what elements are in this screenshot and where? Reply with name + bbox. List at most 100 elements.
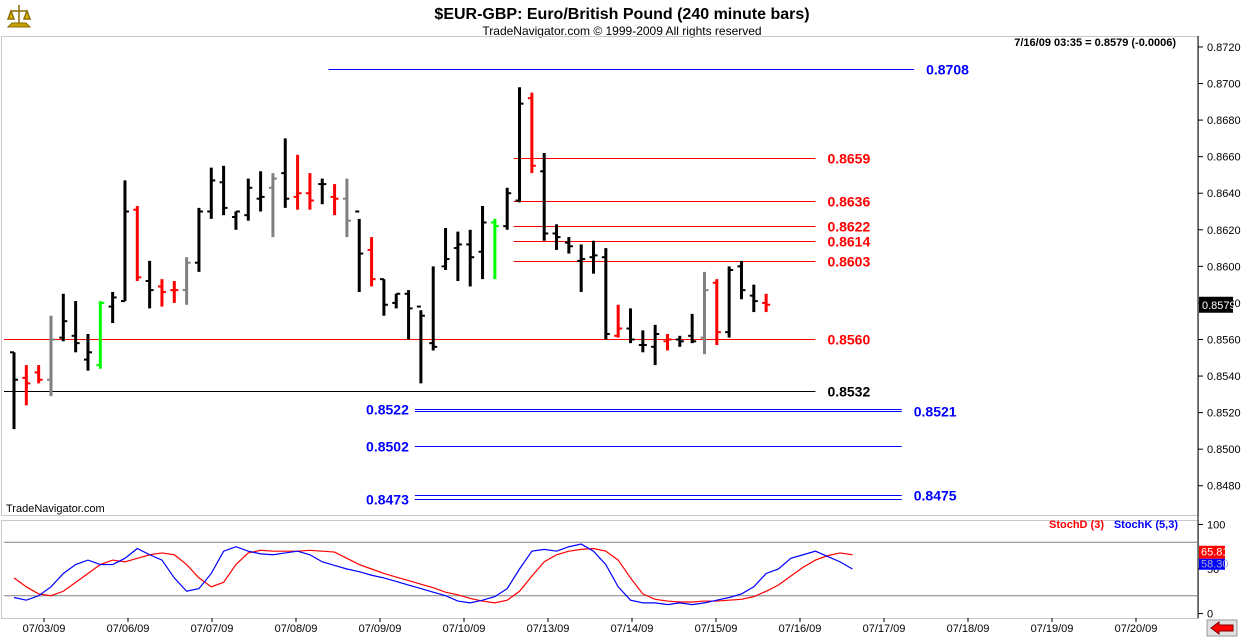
price-bar (145, 260, 154, 309)
price-bar (614, 304, 623, 338)
stoch-k-value: 58.30 (1201, 559, 1229, 571)
date-label: 07/13/09 (527, 623, 570, 635)
stoch-k-value-box (1199, 558, 1225, 570)
price-bar (120, 180, 129, 303)
level-label: 0.8622 (827, 219, 870, 235)
price-bar (552, 224, 561, 250)
price-tick-label: 0.8560 (1207, 334, 1241, 346)
date-label: 07/16/09 (779, 623, 822, 635)
price-tick-label: 0.8520 (1207, 408, 1241, 420)
price-tick-label: 0.8540 (1207, 371, 1241, 383)
price-bar (638, 330, 647, 353)
stoch-d-value: 65.81 (1201, 547, 1229, 559)
date-label: 07/14/09 (611, 623, 654, 635)
logo-scale (6, 5, 32, 23)
price-bar (330, 184, 339, 216)
price-tick-label: 0.8480 (1207, 481, 1241, 493)
price-bar (244, 178, 253, 221)
price-bar (219, 165, 228, 216)
level-label: 0.8532 (827, 384, 870, 400)
price-bar (675, 335, 684, 347)
current-price-label: 0.8579 (1202, 300, 1236, 312)
price-bar (83, 334, 92, 371)
price-bar (194, 207, 203, 272)
watermark-text: TradeNavigator.com (6, 503, 105, 515)
price-bar (688, 313, 697, 344)
price-bar (466, 229, 475, 287)
price-axis: 0.84800.85000.85200.85400.85600.85800.86… (1198, 42, 1241, 493)
stoch-d-line (13, 547, 853, 604)
price-bar (268, 173, 277, 238)
level-label: 0.8603 (827, 254, 870, 270)
price-bar (379, 278, 388, 316)
date-label: 07/19/09 (1031, 623, 1074, 635)
price-bar (749, 284, 758, 313)
price-bar (564, 237, 573, 254)
arrow-shape[interactable] (1210, 621, 1234, 635)
price-bar (700, 271, 709, 355)
price-bar (540, 153, 549, 241)
price-bar (133, 206, 142, 281)
stoch-tick-label: 0 (1207, 609, 1213, 621)
price-bar (59, 293, 68, 342)
last-quote-text: 7/16/09 03:35 = 0.8579 (-0.0006) (1014, 37, 1176, 49)
trade-navigator-logo-icon (6, 5, 32, 28)
price-bar (22, 365, 31, 406)
price-bar (441, 227, 450, 271)
price-bar (96, 301, 105, 369)
level-label: 0.8473 (366, 492, 409, 508)
stoch-k-line (13, 543, 853, 606)
price-bar (342, 178, 351, 238)
date-label: 07/06/09 (107, 623, 150, 635)
price-bar (108, 291, 117, 324)
price-bar (207, 167, 216, 219)
price-bar (453, 231, 462, 281)
level-label: 0.8502 (366, 439, 409, 455)
price-tick-label: 0.8500 (1207, 444, 1241, 456)
price-bar (281, 138, 290, 208)
price-bar (762, 293, 771, 313)
date-label: 07/18/09 (947, 623, 990, 635)
price-tick-label: 0.8680 (1207, 115, 1241, 127)
level-label: 0.8636 (827, 194, 870, 210)
logo-base (6, 22, 32, 28)
copyright-text: TradeNavigator.com © 1999-2009 All right… (482, 24, 761, 38)
date-label: 07/03/09 (23, 623, 66, 635)
price-bar (626, 308, 635, 344)
legend-stoch-k: StochK (5,3) (1114, 519, 1179, 531)
price-bar (404, 290, 413, 340)
price-bar (34, 365, 43, 384)
level-label: 0.8475 (914, 488, 957, 504)
price-bar (737, 260, 746, 300)
ohlc-bars (10, 87, 771, 430)
price-tick-label: 0.8600 (1207, 261, 1241, 273)
date-label: 07/09/09 (359, 623, 402, 635)
price-bar (305, 173, 314, 210)
date-label: 07/10/09 (443, 623, 486, 635)
price-tick-label: 0.8640 (1207, 188, 1241, 200)
price-bar (170, 280, 179, 303)
date-axis: 07/03/09 07/06/09 07/07/09 07/08/09 07/09/09… (23, 618, 1157, 635)
price-bar (71, 301, 80, 353)
chart-header: $EUR-GBP: Euro/British Pound (240 minute… (434, 6, 809, 38)
price-pane-frame (1, 36, 1199, 516)
date-label: 07/08/09 (275, 623, 318, 635)
price-bar (601, 248, 610, 340)
level-label: 0.8560 (827, 332, 870, 348)
price-bar (392, 292, 401, 309)
scroll-left-arrow-icon[interactable] (1206, 619, 1238, 637)
price-bar (663, 334, 672, 351)
date-label: 07/07/09 (191, 623, 234, 635)
price-bar (589, 240, 598, 274)
price-bar (46, 315, 55, 397)
level-label: 0.8522 (366, 402, 409, 418)
price-bar (712, 279, 721, 345)
price-bar (182, 257, 191, 305)
price-bar (231, 210, 240, 230)
price-bar (515, 87, 524, 203)
price-bar (157, 279, 166, 307)
price-tick-label: 0.8720 (1207, 42, 1241, 54)
